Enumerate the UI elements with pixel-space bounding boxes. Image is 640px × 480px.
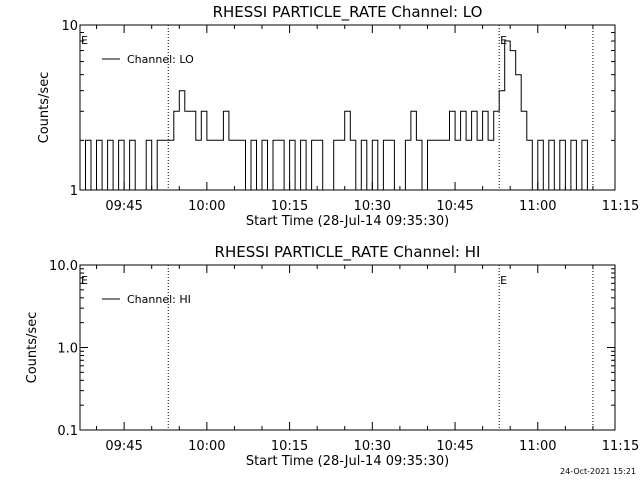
chart-2-corner-label: E [81,274,88,287]
chart-1-y-axis-label: Counts/sec [37,72,52,144]
chart-2-y-tick-label: 0.1 [57,424,78,439]
chart-2-x-tick-label: 11:00 [519,439,556,454]
chart-2-x-axis-label: Start Time (28-Jul-14 09:35:30) [246,454,449,469]
chart-1-x-tick-label: 10:30 [354,199,391,214]
chart-1-x-axis-label: Start Time (28-Jul-14 09:35:30) [246,214,449,229]
chart-2-x-tick-label: 10:00 [188,439,225,454]
chart-1-title: RHESSI PARTICLE_RATE Channel: LO [213,3,483,22]
chart-1-x-tick-label: 11:00 [519,199,556,214]
chart-1-x-tick-label: 10:15 [271,199,308,214]
chart-2-y-tick-label: 10.0 [49,259,78,274]
chart-2-x-tick-label: 10:15 [271,439,308,454]
chart-2-legend-label: Channel: HI [127,293,191,306]
chart-1-x-tick-label: 11:15 [602,199,639,214]
chart-2-x-tick-label: 10:45 [436,439,473,454]
chart-2-marker-label: E [500,274,507,287]
chart-1-corner-label: E [81,34,88,47]
chart-2-x-tick-label: 10:30 [354,439,391,454]
chart-2-title: RHESSI PARTICLE_RATE Channel: HI [215,243,481,262]
chart-1-series-line [80,40,599,191]
chart-2-y-axis-label: Counts/sec [25,312,40,384]
chart-1-x-tick-label: 09:45 [105,199,142,214]
chart-2-x-tick-label: 09:45 [105,439,142,454]
chart-1-frame [79,24,616,191]
chart-1-x-tick-label: 10:45 [436,199,473,214]
footer-timestamp: 24-Oct-2021 15:21 [560,467,636,476]
chart-1-y-tick-label: 1 [70,184,78,199]
chart-1-x-tick-label: 10:00 [188,199,225,214]
chart-1-y-tick-label: 10 [61,19,78,34]
chart-1-marker-label: E [500,34,507,47]
chart-2-y-tick-label: 1.0 [57,342,78,357]
chart-2-x-tick-label: 11:15 [602,439,639,454]
chart-1-legend-label: Channel: LO [127,53,194,66]
